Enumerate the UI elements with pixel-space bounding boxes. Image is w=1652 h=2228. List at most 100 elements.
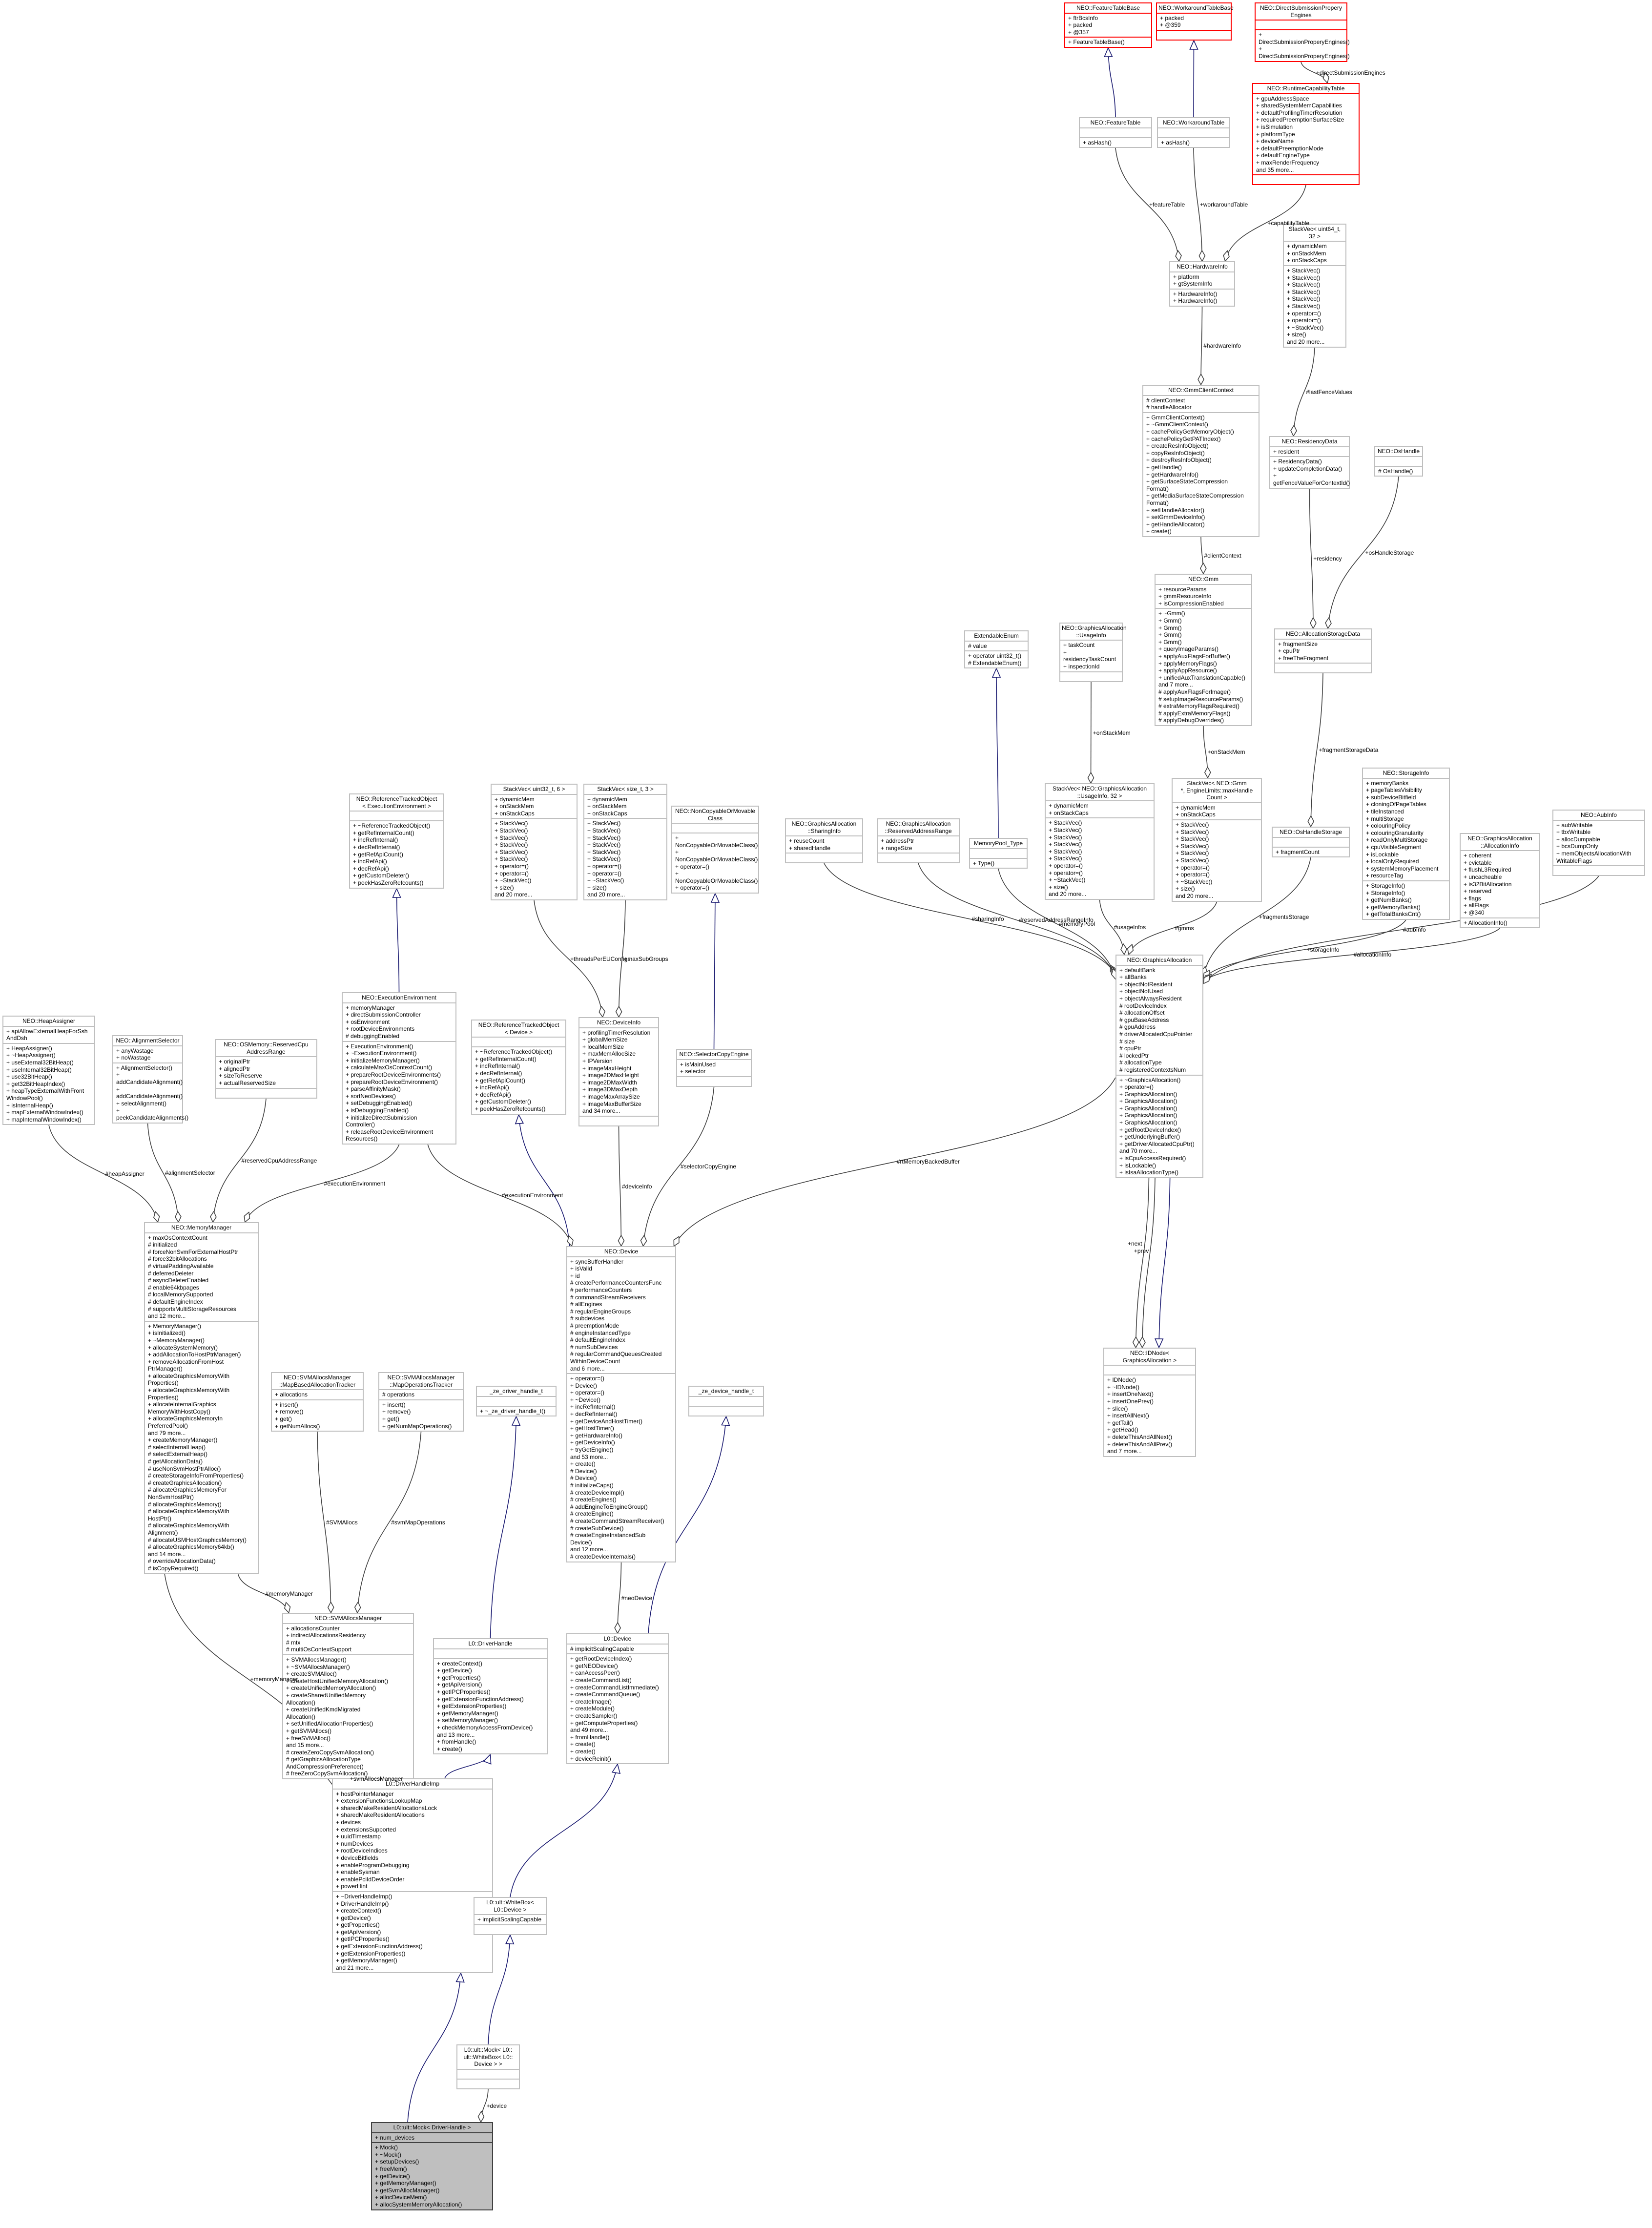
class-box-zdv[interactable]: _ze_device_handle_t [688, 1386, 764, 1416]
edge-label-onStackMem: +onStackMem [1093, 729, 1131, 736]
edge-asd-ohs [1311, 673, 1323, 827]
class-title: NEO::MemoryManager [171, 1224, 232, 1231]
class-box-dspe[interactable]: NEO::DirectSubmissionPropery Engines + Di… [1255, 2, 1350, 62]
class-box-dev[interactable]: NEO::Device + syncBufferHandler + isValid… [566, 1246, 676, 1562]
class-box-svmo[interactable]: NEO::SVMAllocsManager ::MapOperationsTra… [378, 1372, 464, 1432]
class-box-sv32[interactable]: StackVec< uint64_t, 32 > + dynamicMem + o… [1283, 224, 1346, 348]
class-title: NEO::GmmClientContext [1168, 387, 1234, 394]
class-operations: + asHash() [1158, 137, 1229, 147]
class-box-sv6[interactable]: StackVec< uint32_t, 6 > + dynamicMem + on… [491, 784, 578, 900]
class-box-svgmm[interactable]: StackVec< NEO::Gmm *, EngineLimits::maxH… [1172, 778, 1262, 902]
class-box-sce[interactable]: NEO::SelectorCopyEngine + isMainUsed + se… [676, 1049, 752, 1087]
class-title: NEO::DeviceInfo [597, 1019, 641, 1026]
class-operations: + StackVec() + StackVec() + StackVec() +… [1046, 817, 1154, 899]
class-box-wb[interactable]: L0::ult::WhiteBox< L0::Device > + implici… [474, 1897, 547, 1935]
class-title: NEO::WorkaroundTableBase [1158, 4, 1234, 11]
edge-as-mm [147, 1123, 179, 1222]
edge-sv6-di [534, 900, 603, 1017]
class-attributes [350, 811, 443, 820]
class-box-svm[interactable]: NEO::SVMAllocsManager + allocationsCounte… [282, 1613, 414, 1780]
class-operations: + SVMAllocsManager() + ~SVMAllocsManager… [283, 1654, 413, 1778]
class-title: StackVec< uint32_t, 6 > [503, 786, 565, 792]
edge-label-workaroundTable: +workaroundTable [1199, 201, 1248, 208]
class-box-zdh[interactable]: _ze_driver_handle_t + ~_ze_driver_handle_… [476, 1386, 557, 1417]
class-box-svga[interactable]: StackVec< NEO::GraphicsAllocation ::Usag… [1045, 783, 1155, 900]
class-box-ohs[interactable]: NEO::OsHandleStorage + fragmentCount [1272, 827, 1350, 858]
class-attributes: + anyWastage + noWastage [113, 1045, 182, 1062]
class-title: NEO::RuntimeCapabilityTable [1267, 85, 1345, 92]
class-box-gaai[interactable]: NEO::GraphicsAllocation ::AllocationInfo… [1460, 833, 1540, 929]
class-attributes: + reuseCount + sharedHandle [786, 835, 862, 853]
class-title: NEO::ResidencyData [1281, 438, 1338, 445]
class-attributes: + maxOsContextCount # initialized # forc… [145, 1232, 258, 1321]
class-operations: + DirectSubmissionProperyEngines() + Dir… [1256, 29, 1350, 61]
class-title: StackVec< size_t, 3 > [597, 786, 654, 792]
class-box-gmm[interactable]: NEO::Gmm + resourceParams + gmmResourceIn… [1155, 574, 1252, 726]
class-title: NEO::AlignmentSelector [116, 1037, 180, 1044]
class-box-wtb[interactable]: NEO::WorkaroundTableBase + packed + @359 [1156, 2, 1234, 41]
class-box-dhi[interactable]: L0::DriverHandleImp + hostPointerManager … [332, 1778, 493, 1974]
class-box-idn[interactable]: NEO::IDNode< GraphicsAllocation > + IDNod… [1103, 1348, 1196, 1457]
class-box-mdh[interactable]: L0::ult::Mock< DriverHandle > + num_devic… [371, 2122, 493, 2210]
class-box-svmt[interactable]: NEO::SVMAllocsManager ::MapBasedAllocati… [271, 1372, 364, 1432]
edge-label-allocationInfo: #allocationInfo [1353, 951, 1392, 958]
class-box-l0dh[interactable]: L0::DriverHandle + createContext() + getD… [433, 1638, 548, 1755]
class-box-l0d[interactable]: L0::Device # implicitScalingCapable + getR… [566, 1633, 669, 1765]
edge-label-memoryPool: #memoryPool [1059, 920, 1095, 928]
class-box-hw[interactable]: NEO::HardwareInfo + platform + gtSystemIn… [1169, 261, 1235, 307]
class-box-mwb[interactable]: L0::ult::Mock< L0:: ult::WhiteBox< L0:: … [456, 2044, 520, 2089]
class-box-as[interactable]: NEO::AlignmentSelector + anyWastage + noW… [112, 1035, 188, 1124]
class-box-rtoee[interactable]: NEO::ReferenceTrackedObject < ExecutionE… [349, 793, 444, 889]
class-box-rcc[interactable]: NEO::RuntimeCapabilityTable + gpuAddressS… [1252, 83, 1360, 186]
class-box-wt[interactable]: NEO::WorkaroundTable + asHash() [1157, 117, 1230, 148]
class-box-ga[interactable]: NEO::GraphicsAllocation + defaultBank + a… [1115, 955, 1203, 1178]
class-box-si[interactable]: NEO::StorageInfo + memoryBanks + pageTabl… [1362, 768, 1450, 920]
class-box-gcc[interactable]: NEO::GmmClientContext # clientContext # h… [1142, 385, 1260, 537]
class-box-gasi[interactable]: NEO::GraphicsAllocation ::SharingInfo + r… [785, 818, 863, 864]
class-operations [1253, 174, 1359, 184]
edge-wb-l0d [510, 1764, 618, 1897]
class-box-gaui[interactable]: NEO::GraphicsAllocation ::UsageInfo + tas… [1059, 623, 1127, 682]
class-attributes: + implicitScalingCapable [475, 1914, 546, 1924]
edge-ft-ftb [1108, 48, 1116, 118]
class-box-ft[interactable]: NEO::FeatureTable + asHash() [1079, 117, 1152, 148]
edge-dhi-l0dh [444, 1754, 491, 1779]
class-attributes: + coherent + evictable + flushL3Required… [1461, 850, 1539, 917]
class-attributes [1273, 836, 1349, 847]
class-attributes: + dynamicMem + onStackCaps [1173, 802, 1261, 819]
edge-label-memoryManager2: +memoryManager [250, 1675, 298, 1683]
edge-gaai-ga [1203, 928, 1501, 981]
edge-label-clientContext: #clientContext [1204, 552, 1241, 559]
class-box-exe[interactable]: NEO::ExecutionEnvironment + memoryManager… [342, 992, 456, 1145]
class-box-asd[interactable]: NEO::AllocationStorageData + fragmentSize… [1274, 628, 1372, 674]
class-title: L0::ult::WhiteBox< L0::Device > [486, 1899, 534, 1913]
edge-gasi-ga [824, 863, 1115, 975]
class-box-ftb[interactable]: NEO::FeatureTableBase + ftrBcsInfo + pack… [1064, 2, 1152, 48]
class-box-sv3[interactable]: StackVec< size_t, 3 > + dynamicMem + onSt… [583, 784, 667, 900]
class-box-rd[interactable]: NEO::ResidencyData + resident + ResidencyD… [1269, 436, 1350, 489]
class-operations: + StackVec() + StackVec() + StackVec() +… [584, 818, 666, 899]
class-title: NEO::ReferenceTrackedObject < Device > [478, 1021, 559, 1036]
class-box-mpt[interactable]: MemoryPool_Type + Type() [969, 838, 1028, 869]
class-box-ha[interactable]: NEO::HeapAssigner + apiAllowExternalHeapF… [2, 1016, 95, 1125]
class-attributes: # operations [379, 1389, 463, 1399]
class-box-osh[interactable]: NEO::OsHandle # OsHandle() [1374, 446, 1423, 477]
edge-label-reservedCpuAddressRange: #reservedCpuAddressRange [241, 1157, 317, 1164]
class-box-di[interactable]: NEO::DeviceInfo + profilingTimerResolutio… [578, 1017, 659, 1126]
edge-label-alignmentSelector: #alignmentSelector [165, 1169, 215, 1176]
class-box-aux[interactable]: NEO::AubInfo + aubWritable + tbxWritable … [1552, 810, 1645, 876]
class-operations [677, 1076, 751, 1086]
class-box-ncm[interactable]: NEO::NonCopyableOrMovable Class + NonCopy… [671, 806, 759, 894]
class-box-osm[interactable]: NEO::OSMemory::ReservedCpu AddressRange +… [215, 1039, 317, 1099]
class-operations: + Type() [970, 857, 1027, 868]
class-box-mm[interactable]: NEO::MemoryManager + maxOsContextCount # … [144, 1222, 259, 1574]
class-operations [216, 1087, 316, 1098]
class-box-ee[interactable]: ExtendableEnum # value + operator uint32_t… [964, 630, 1029, 669]
edge-label-lastFenceValues: #lastFenceValues [1306, 388, 1352, 396]
class-attributes [1104, 1365, 1195, 1374]
class-title: L0::ult::Mock< DriverHandle > [393, 2124, 471, 2131]
class-title: NEO::NonCopyableOrMovable Class [675, 808, 756, 822]
class-attributes: + resident [1270, 446, 1349, 457]
class-box-rtod[interactable]: NEO::ReferenceTrackedObject < Device > + … [471, 1020, 566, 1115]
class-box-garr[interactable]: NEO::GraphicsAllocation ::ReservedAddres… [877, 818, 960, 864]
